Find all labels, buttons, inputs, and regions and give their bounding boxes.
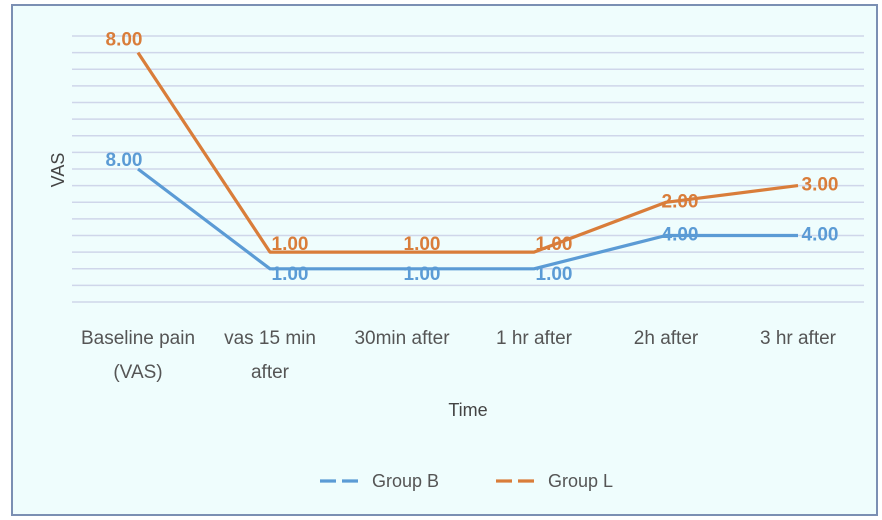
x-tick-labels: Baseline pain (VAS) vas 15 min after 30min a… [81,328,837,383]
x-tick-label: (VAS) [113,362,162,383]
data-label: 1.00 [536,264,573,285]
data-label: 8.00 [106,150,143,171]
data-labels: 8.00 1.00 1.00 1.00 4.00 4.00 8.00 1.00 1.00 1.00… [106,30,839,285]
series-lines [136,51,799,271]
data-label: 2.00 [662,191,699,212]
x-tick-label: Baseline pain [81,328,195,349]
data-label: 1.00 [404,234,441,255]
x-tick-label: after [251,362,290,383]
data-label: 4.00 [802,225,839,246]
series-line-group-b [137,167,798,271]
data-label: 1.00 [272,264,309,285]
x-tick-label: vas 15 min [224,328,316,349]
legend-label: Group L [548,471,613,491]
x-tick-label: 30min after [354,328,450,349]
data-label: 1.00 [404,264,441,285]
data-label: 1.00 [536,234,573,255]
x-tick-label: 1 hr after [496,328,573,349]
series-line-group-l [136,51,799,254]
data-label: 3.00 [802,175,839,196]
x-axis-title: Time [448,400,487,420]
data-label: 1.00 [272,234,309,255]
x-tick-label: 2h after [634,328,699,349]
gridlines [72,35,864,303]
chart-frame [11,4,878,516]
x-tick-label: 3 hr after [760,328,837,349]
legend-label: Group B [372,471,439,491]
y-axis-title: VAS [48,153,68,188]
data-label: 8.00 [106,30,143,51]
legend: Group B Group L [320,471,613,491]
data-label: 4.00 [662,225,699,246]
